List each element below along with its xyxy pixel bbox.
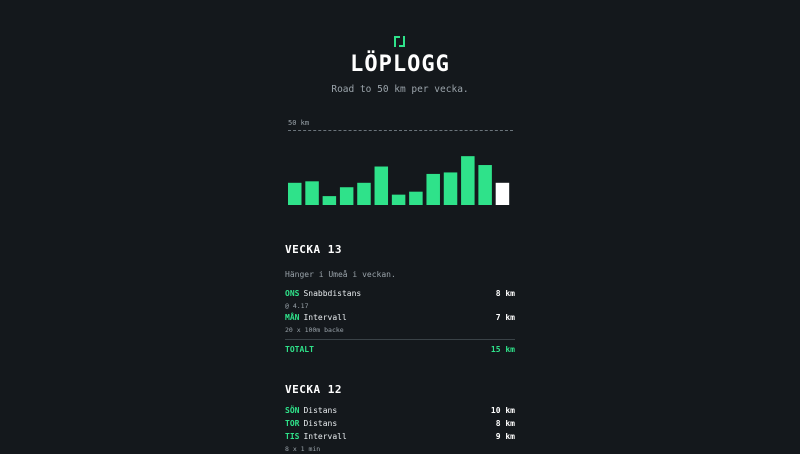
week-title: VECKA 13 bbox=[285, 243, 342, 256]
weekly-distance-chart bbox=[288, 156, 510, 205]
bracket-logo-icon bbox=[394, 36, 405, 47]
run-entry: ONS Snabbdistans 8 km @ 4.17 bbox=[285, 289, 515, 311]
week-title: VECKA 12 bbox=[285, 383, 342, 396]
run-entry: SÖN Distans 10 km bbox=[285, 406, 515, 416]
run-day: SÖN bbox=[285, 406, 300, 415]
week-bar-10 bbox=[443, 172, 458, 205]
week-bar-3 bbox=[322, 196, 337, 205]
week-bar-13 bbox=[495, 182, 510, 205]
run-name: Intervall bbox=[303, 313, 347, 322]
week-bar-12 bbox=[478, 165, 492, 205]
run-km: 9 km bbox=[495, 432, 515, 441]
run-entry: MÅN Intervall 7 km 20 x 100m backe bbox=[285, 313, 515, 335]
week-bar-6 bbox=[374, 166, 389, 205]
week-bar-1 bbox=[288, 182, 302, 205]
run-km: 8 km bbox=[495, 289, 515, 298]
run-detail: @ 4.17 bbox=[285, 302, 309, 310]
run-day: MÅN bbox=[285, 313, 300, 322]
week-bar-11 bbox=[461, 156, 475, 205]
week-bar-7 bbox=[391, 194, 406, 205]
run-day: TOR bbox=[285, 419, 300, 428]
page-subtitle: Road to 50 km per vecka. bbox=[331, 84, 469, 95]
week-bar-8 bbox=[409, 191, 423, 205]
run-detail: 20 x 100m backe bbox=[285, 326, 344, 334]
week-section-13: VECKA 13 Hänger i Umeå i veckan. ONS Snab… bbox=[285, 243, 515, 354]
run-name: Distans bbox=[303, 406, 338, 415]
week-note: Hänger i Umeå i veckan. bbox=[285, 270, 396, 279]
page-title: LÖPLOGG bbox=[350, 52, 450, 77]
run-km: 8 km bbox=[495, 419, 515, 428]
run-detail: 8 x 1 min bbox=[285, 445, 321, 453]
run-name: Snabbdistans bbox=[303, 289, 362, 298]
run-entry: TOR Distans 8 km bbox=[285, 419, 515, 429]
week-total: TOTALT 15 km bbox=[285, 339, 515, 354]
run-day: ONS bbox=[285, 289, 300, 298]
run-day: TIS bbox=[285, 432, 300, 441]
goal-line bbox=[288, 130, 513, 131]
total-label: TOTALT bbox=[285, 345, 314, 354]
week-section-12: VECKA 12 SÖN Distans 10 km TOR Distans 8 k… bbox=[285, 383, 515, 454]
run-name: Intervall bbox=[303, 432, 347, 441]
goal-label: 50 km bbox=[288, 119, 310, 127]
run-name: Distans bbox=[303, 419, 338, 428]
run-entry: TIS Intervall 9 km 8 x 1 min bbox=[285, 432, 515, 454]
week-bar-9 bbox=[426, 173, 440, 205]
week-bar-5 bbox=[357, 182, 371, 205]
run-km: 10 km bbox=[490, 406, 515, 415]
week-bar-4 bbox=[339, 187, 354, 205]
total-km: 15 km bbox=[490, 345, 515, 354]
run-km: 7 km bbox=[495, 313, 515, 322]
week-bar-2 bbox=[305, 181, 319, 205]
